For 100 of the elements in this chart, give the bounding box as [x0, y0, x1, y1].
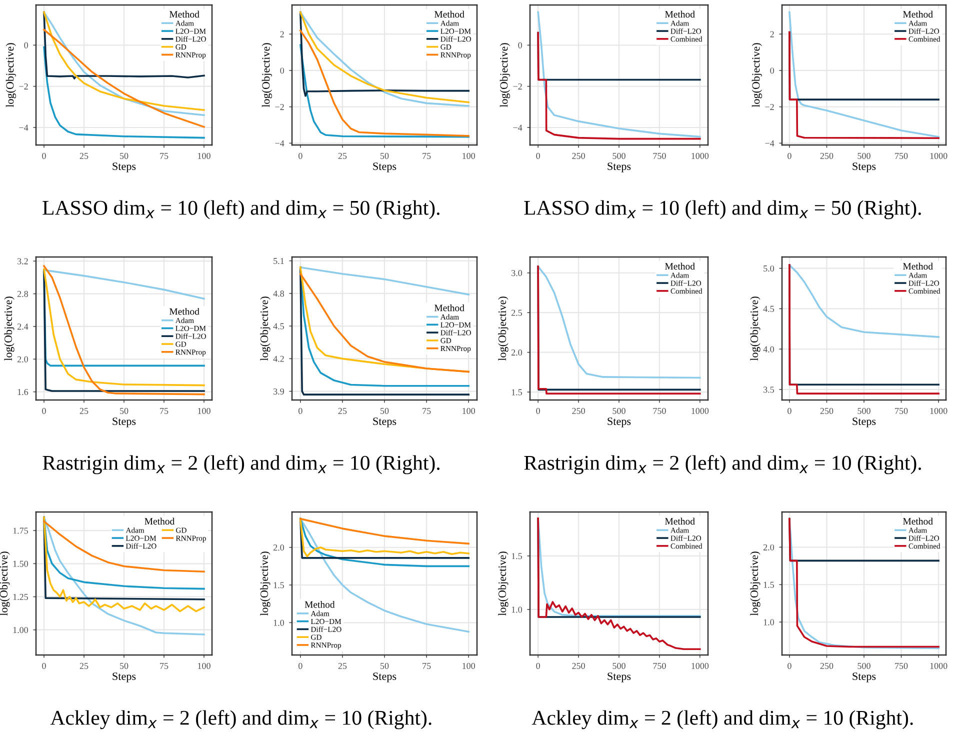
x-tick-label: 75 [160, 662, 168, 669]
x-tick-label: 250 [820, 408, 834, 414]
legend-title: Method [144, 518, 174, 525]
x-tick-label: 750 [653, 152, 666, 159]
x-tick-label: 500 [858, 408, 870, 414]
x-tick-label: 100 [198, 662, 210, 669]
y-tick-label: 4.5 [763, 306, 774, 312]
y-tick-label: 1.0 [764, 619, 774, 626]
x-tick-label: 75 [160, 152, 168, 159]
x-tick-label: 500 [612, 662, 626, 669]
y-tick-label: 2.5 [511, 310, 522, 316]
y-tick-label: 2.0 [511, 349, 522, 356]
legend-title: Method [169, 308, 200, 315]
y-axis-title: log(Objective) [260, 552, 270, 616]
line-series [788, 264, 940, 338]
x-tick-label: 50 [120, 662, 128, 669]
y-tick-label: −2 [513, 83, 522, 90]
line-series [43, 516, 205, 636]
y-axis-title: log(Objective) [6, 43, 16, 108]
y-tick-label: −4 [765, 140, 774, 146]
x-axis-title: Steps [373, 162, 396, 172]
x-tick-label: 500 [858, 152, 870, 159]
y-axis-title: log(Objective) [0, 552, 10, 616]
y-tick-label: 2.8 [17, 290, 28, 298]
x-tick-label: 0 [536, 408, 540, 414]
y-tick-label: 1.6 [18, 388, 28, 396]
y-tick-label: 1.75 [13, 528, 28, 534]
y-tick-label: 3.5 [764, 386, 774, 393]
x-tick-label: 100 [462, 662, 476, 669]
y-tick-label: 1.5 [512, 553, 522, 560]
y-tick-label: −2 [765, 104, 774, 110]
text: Rastrigin dim$_{x}$ = 2 (left) and dim$_{x}$ = 10 (Right). [524, 455, 921, 474]
x-tick-label: 0 [42, 152, 46, 159]
x-tick-label: 0 [788, 152, 792, 159]
legend-title: Method [434, 304, 464, 312]
y-tick-label: 1.5 [512, 389, 522, 396]
legend-title: Method [903, 518, 933, 525]
line-series [300, 518, 470, 633]
y-tick-label: 2 [280, 31, 284, 38]
line-series [788, 11, 940, 138]
x-tick-label: 500 [612, 152, 626, 159]
x-tick-label: 250 [572, 662, 585, 669]
line-series [43, 46, 205, 139]
line-series [300, 266, 470, 296]
x-axis-title: Steps [373, 418, 396, 428]
y-tick-label: 2.0 [273, 544, 284, 551]
y-axis-title: log(Objective) [498, 552, 508, 616]
x-tick-label: 100 [198, 152, 210, 159]
x-axis-title: Steps [112, 672, 136, 682]
text: LASSO dim$_{x}$ = 10 (left) and dim$_{x}$ = 50 (Right). [524, 200, 921, 220]
legend-title: Method [304, 601, 335, 608]
y-axis-title: log(Objective) [4, 296, 14, 361]
line-series [300, 518, 470, 545]
y-tick-label: 1.0 [274, 620, 284, 626]
y-tick-label: −2 [19, 83, 28, 90]
x-tick-label: 1000 [930, 152, 948, 159]
x-tick-label: 250 [572, 152, 585, 159]
y-tick-label: 0 [518, 42, 522, 48]
x-tick-label: 0 [788, 408, 792, 414]
x-tick-label: 25 [338, 152, 347, 159]
y-tick-label: 1.25 [13, 594, 28, 600]
x-tick-label: 50 [380, 662, 389, 669]
x-tick-label: 50 [380, 152, 389, 159]
legend-title: Method [665, 262, 695, 270]
x-axis-title: Steps [112, 162, 136, 172]
y-tick-label: 3.0 [512, 270, 522, 276]
x-tick-label: 75 [422, 662, 431, 669]
y-axis-title: log(Objective) [750, 552, 760, 616]
x-tick-label: 25 [338, 408, 347, 414]
x-tick-label: 75 [160, 408, 168, 414]
legend-title: Method [169, 10, 200, 18]
x-tick-label: 250 [820, 152, 834, 159]
x-tick-label: 750 [653, 662, 666, 669]
x-tick-label: 750 [895, 662, 908, 669]
y-axis-title: log(Objective) [260, 296, 270, 361]
y-tick-label: −4 [513, 124, 522, 131]
y-tick-label: 5.0 [764, 265, 774, 272]
x-tick-label: 25 [80, 662, 88, 669]
x-tick-label: 50 [380, 408, 389, 414]
y-tick-label: 1.0 [512, 606, 522, 613]
x-tick-label: 250 [572, 408, 585, 414]
x-tick-label: 75 [422, 408, 431, 414]
y-tick-label: 2.0 [17, 356, 28, 362]
x-tick-label: 500 [858, 662, 870, 669]
y-axis-title: log(Objective) [262, 43, 272, 108]
x-axis-title: Steps [608, 672, 631, 682]
text: Ackley dim$_{x}$ = 2 (left) and dim$_{x}$ = 10 (Right). [50, 710, 432, 730]
x-tick-label: 1000 [692, 662, 709, 669]
x-tick-label: 0 [788, 662, 792, 669]
y-tick-label: 4.5 [273, 323, 284, 330]
x-axis-title: Steps [112, 418, 136, 428]
line-series [537, 11, 701, 138]
y-tick-label: 1.50 [13, 560, 28, 567]
x-tick-label: 25 [338, 662, 347, 669]
text: Rastrigin dim$_{x}$ = 2 (left) and dim$_{x}$ = 10 (Right). [42, 455, 440, 474]
legend-title: Method [665, 518, 695, 525]
y-tick-label: −4 [275, 140, 284, 146]
legend-title: Method [665, 10, 695, 18]
x-tick-label: 0 [298, 408, 302, 414]
x-tick-label: 750 [895, 152, 908, 159]
